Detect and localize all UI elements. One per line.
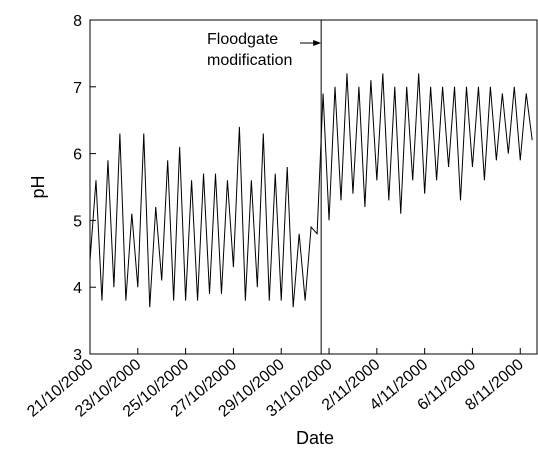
y-tick-label: 8 <box>73 13 82 30</box>
y-axis-label: pH <box>28 175 48 198</box>
y-tick-label: 3 <box>73 347 82 364</box>
annotation-text: modification <box>207 52 292 69</box>
annotation-arrowhead <box>313 40 322 46</box>
y-tick-label: 4 <box>73 280 82 297</box>
y-tick-label: 5 <box>73 213 82 230</box>
plot-frame <box>89 19 538 355</box>
x-axis-label: Date <box>296 428 334 448</box>
annotation-text: Floodgate <box>207 31 278 48</box>
y-tick-label: 7 <box>73 80 82 97</box>
y-tick-label: 6 <box>73 147 82 164</box>
data-line <box>89 73 533 308</box>
